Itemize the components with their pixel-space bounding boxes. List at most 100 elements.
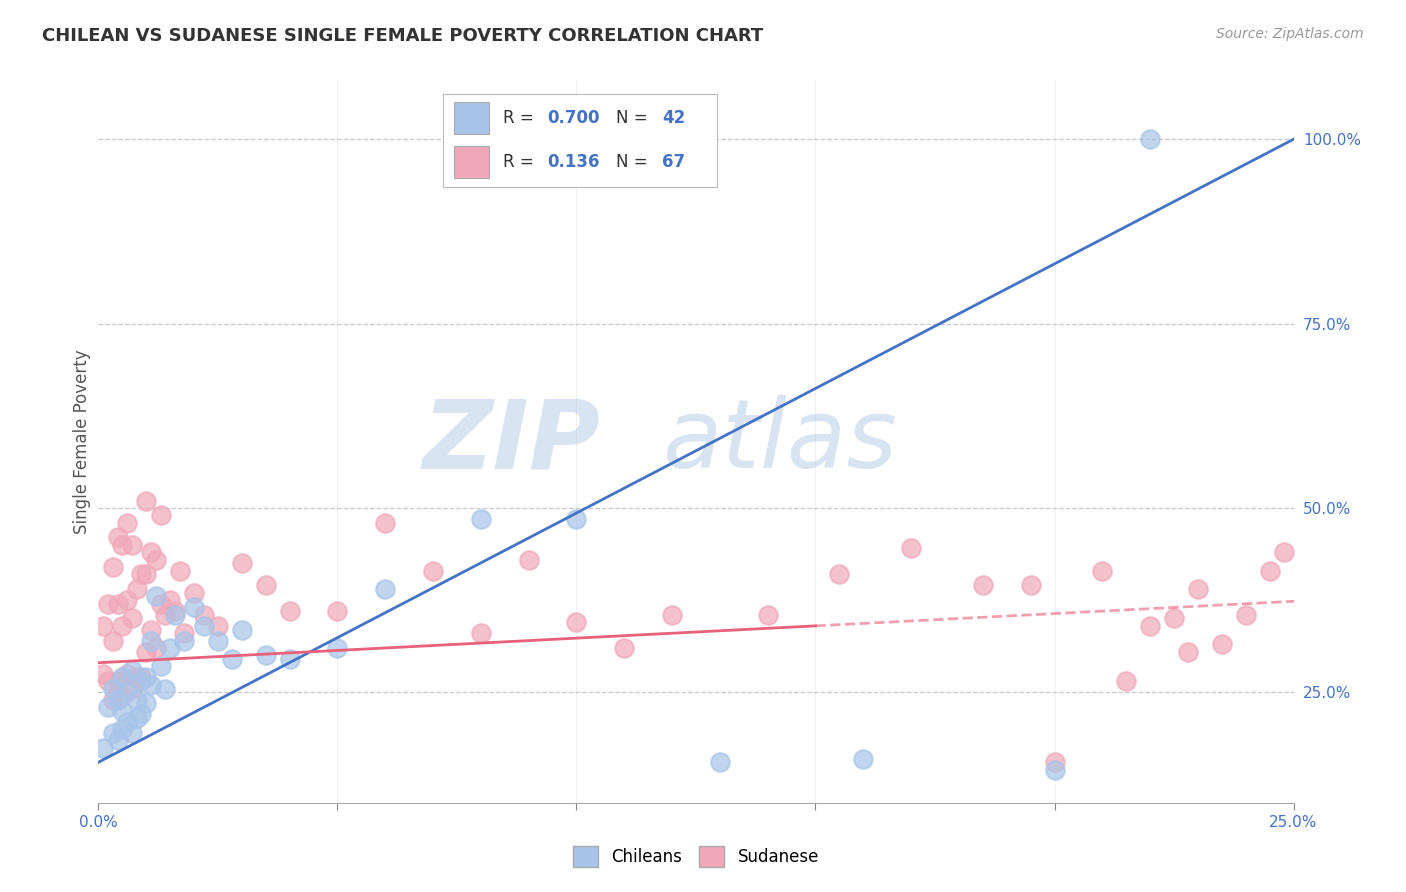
Point: [470, 512, 492, 526]
Point: [155, 607, 177, 622]
Point: [1234, 607, 1257, 622]
Point: [91, 740, 114, 755]
Point: [145, 590, 167, 604]
Text: R =: R =: [503, 109, 540, 127]
Point: [326, 604, 349, 618]
Point: [135, 493, 157, 508]
Point: [131, 670, 153, 684]
Point: [155, 681, 177, 696]
Point: [111, 722, 134, 736]
FancyBboxPatch shape: [454, 146, 489, 178]
Point: [183, 585, 205, 599]
Point: [163, 607, 186, 622]
Point: [97, 597, 120, 611]
Point: [111, 619, 134, 633]
Point: [131, 567, 153, 582]
Point: [135, 567, 157, 582]
Point: [125, 692, 148, 706]
Point: [107, 530, 129, 544]
Point: [101, 692, 124, 706]
Point: [193, 619, 215, 633]
Point: [221, 652, 243, 666]
Text: 0.136: 0.136: [547, 153, 599, 171]
Point: [565, 615, 588, 630]
Point: [207, 619, 229, 633]
Point: [1272, 545, 1295, 559]
Point: [115, 666, 138, 681]
Point: [828, 567, 851, 582]
Point: [149, 508, 172, 523]
Point: [193, 607, 215, 622]
Point: [111, 689, 134, 703]
Point: [115, 516, 138, 530]
Point: [131, 674, 153, 689]
Point: [101, 633, 124, 648]
Point: [1258, 564, 1281, 578]
Point: [254, 578, 277, 592]
Text: R =: R =: [503, 153, 540, 171]
Point: [1019, 578, 1042, 592]
Point: [756, 607, 779, 622]
Y-axis label: Single Female Poverty: Single Female Poverty: [73, 350, 91, 533]
Point: [121, 725, 143, 739]
Point: [111, 670, 134, 684]
Point: [149, 597, 172, 611]
Point: [139, 678, 162, 692]
Point: [97, 674, 120, 689]
Point: [1139, 619, 1161, 633]
Point: [135, 670, 157, 684]
Text: N =: N =: [616, 109, 652, 127]
Point: [121, 538, 143, 552]
Text: 0.700: 0.700: [547, 109, 599, 127]
Text: ZIP: ZIP: [422, 395, 600, 488]
Point: [101, 681, 124, 696]
Point: [1091, 564, 1114, 578]
Text: atlas: atlas: [662, 395, 897, 488]
Text: N =: N =: [616, 153, 652, 171]
Point: [709, 756, 731, 770]
Point: [139, 545, 162, 559]
Text: 67: 67: [662, 153, 685, 171]
Point: [470, 626, 492, 640]
Point: [125, 711, 148, 725]
Point: [422, 564, 444, 578]
Text: CHILEAN VS SUDANESE SINGLE FEMALE POVERTY CORRELATION CHART: CHILEAN VS SUDANESE SINGLE FEMALE POVERT…: [42, 27, 763, 45]
Point: [169, 564, 191, 578]
Point: [1163, 611, 1185, 625]
Point: [135, 645, 157, 659]
Point: [278, 604, 301, 618]
Point: [145, 552, 167, 566]
Point: [149, 659, 172, 673]
Point: [107, 733, 129, 747]
Point: [91, 619, 114, 633]
Point: [565, 512, 588, 526]
Point: [1139, 132, 1161, 146]
Point: [145, 640, 167, 655]
Point: [159, 593, 181, 607]
Point: [231, 556, 253, 570]
Point: [254, 648, 277, 663]
Point: [173, 633, 195, 648]
Point: [121, 663, 143, 677]
Point: [115, 685, 138, 699]
Point: [1043, 756, 1066, 770]
Point: [97, 700, 120, 714]
Point: [125, 670, 148, 684]
Point: [115, 593, 138, 607]
Point: [107, 597, 129, 611]
FancyBboxPatch shape: [454, 102, 489, 134]
Point: [107, 692, 129, 706]
Point: [1043, 763, 1066, 777]
Text: 42: 42: [662, 109, 686, 127]
Point: [139, 633, 162, 648]
Point: [135, 696, 157, 710]
Point: [101, 725, 124, 739]
Point: [852, 751, 875, 765]
Point: [1211, 637, 1233, 651]
Point: [1177, 645, 1199, 659]
Point: [101, 560, 124, 574]
Legend: Chileans, Sudanese: Chileans, Sudanese: [574, 847, 818, 867]
Point: [900, 541, 922, 556]
Point: [111, 538, 134, 552]
Point: [163, 604, 186, 618]
